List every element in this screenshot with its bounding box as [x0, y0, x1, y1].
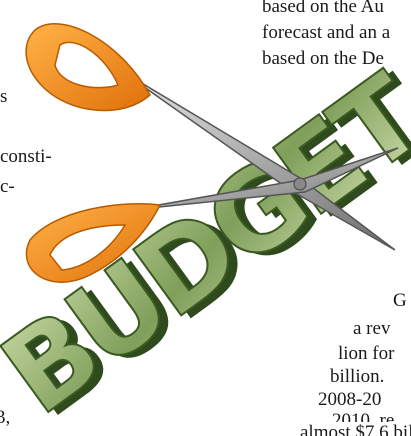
- handle: [26, 24, 150, 111]
- document-page: based on the Au forecast and an a based …: [0, 0, 411, 436]
- letters: BUDGET: [0, 50, 411, 436]
- budget-illustration: BUDGET BUDGET: [0, 0, 411, 436]
- pivot: [294, 178, 306, 190]
